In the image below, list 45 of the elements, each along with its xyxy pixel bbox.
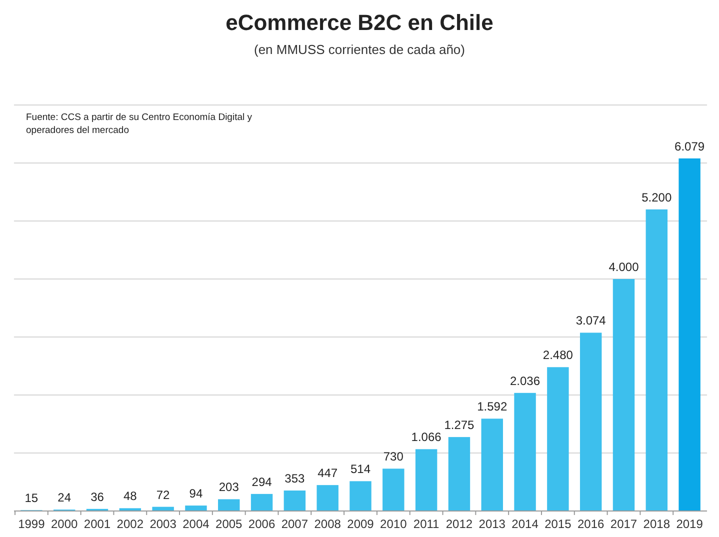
chart-title: eCommerce B2C en Chile <box>226 10 494 35</box>
data-label: 203 <box>218 480 240 494</box>
data-label: 353 <box>284 472 306 486</box>
data-label: 24 <box>58 490 72 505</box>
x-tick-label: 2014 <box>512 517 539 531</box>
x-tick-label: 2000 <box>50 517 78 531</box>
x-tick-label: 2008 <box>314 517 342 531</box>
chart-subtitle: (en MMUSS corrientes de cada año) <box>254 42 465 57</box>
data-label: 2.036 <box>510 374 540 388</box>
data-label: 36 <box>90 490 104 504</box>
data-label: 730 <box>383 450 404 464</box>
data-label: 94 <box>189 486 203 501</box>
x-tick-label: 2002 <box>116 517 144 531</box>
data-label: 294 <box>252 474 272 489</box>
annotation: Fuente: CCS a partir de su Centro Economía Digital y operadores del mercado <box>26 112 252 136</box>
data-label: 1.592 <box>477 400 508 414</box>
x-tick-label: 2004 <box>182 517 210 531</box>
x-tick-label: 2009 <box>347 517 374 531</box>
data-label: 72 <box>156 488 170 502</box>
x-tick-label: 2019 <box>676 517 704 531</box>
x-tick-label: 2013 <box>478 517 506 531</box>
x-tick-label: 2015 <box>544 517 572 531</box>
x-tick-label: 1999 <box>18 517 46 531</box>
x-tick-label: 2006 <box>248 517 276 531</box>
x-tick-label: 2003 <box>150 517 177 531</box>
x-tick-label: 2018 <box>643 517 670 531</box>
x-tick-label: 2007 <box>281 517 308 531</box>
data-label: 15 <box>24 491 38 506</box>
data-label: 1.275 <box>444 418 475 432</box>
x-tick-label: 2017 <box>610 517 638 531</box>
x-tick-label: 2011 <box>413 517 440 531</box>
x-tick-label: 2016 <box>577 517 605 531</box>
data-label: 514 <box>350 462 371 476</box>
data-label: 6.079 <box>674 139 705 154</box>
data-label: 5.200 <box>642 190 672 204</box>
data-label: 2.480 <box>542 348 574 362</box>
data-label: 4.000 <box>608 260 640 274</box>
x-tick-label: 2010 <box>380 517 408 531</box>
x-tick-label: 2012 <box>446 517 473 531</box>
data-label: 48 <box>123 489 138 504</box>
x-tick-label: 2001 <box>84 517 111 531</box>
x-tick-label: 2005 <box>216 517 243 531</box>
data-label: 3.074 <box>576 314 606 328</box>
data-label: 1.066 <box>411 430 442 444</box>
data-label: 447 <box>318 466 338 480</box>
